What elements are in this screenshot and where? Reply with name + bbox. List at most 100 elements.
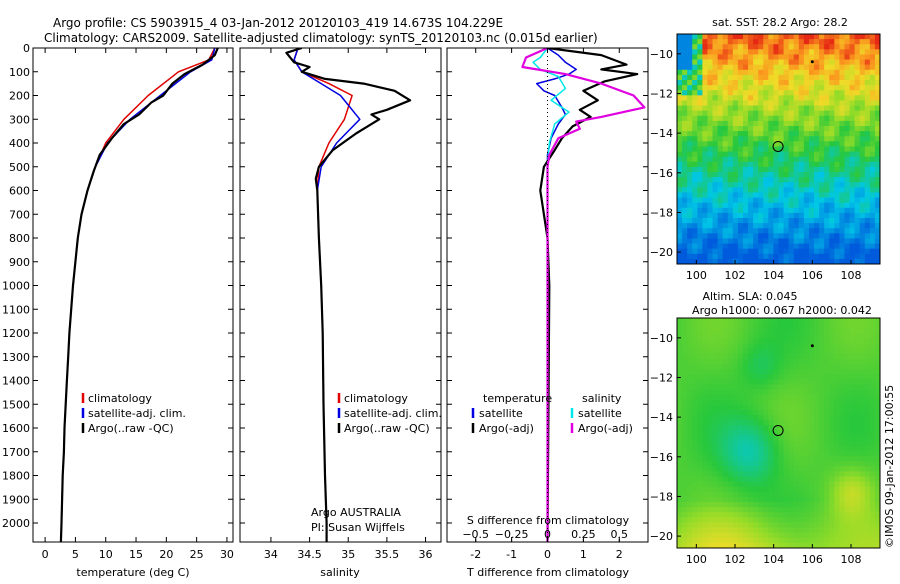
m1-cell (763, 223, 769, 229)
m2-cell (859, 537, 866, 544)
m2-cell (753, 512, 759, 518)
m1-cell (783, 105, 790, 112)
m2-cell (808, 532, 815, 539)
m1-cell (682, 207, 688, 214)
m2-cell (697, 496, 703, 503)
p3-series-s-satellite (532, 48, 570, 542)
m1-cell (687, 146, 693, 152)
m1-cell (819, 146, 825, 152)
m2-cell (763, 542, 769, 548)
m1-cell (839, 49, 845, 55)
m1-cell (829, 233, 835, 239)
m1-cell (742, 95, 749, 101)
m2-cell (763, 461, 769, 467)
m1-cell (859, 105, 866, 112)
m2-cell (864, 425, 871, 431)
m2-cell (808, 435, 815, 442)
m2-cell (834, 486, 840, 493)
m1-cell (808, 110, 815, 117)
m2-cell (692, 374, 698, 380)
m1-cell (682, 248, 688, 255)
m2-cell (814, 338, 820, 344)
m2-cell (783, 445, 790, 452)
m2-cell (717, 358, 724, 365)
m2-cell (829, 481, 835, 488)
m1-cell (727, 223, 734, 229)
m1-cell (712, 59, 718, 66)
m1-cell (864, 131, 871, 137)
p3-top-tick-label: 0.5 (611, 528, 629, 541)
m2-cell (758, 517, 764, 523)
m1-cell (742, 64, 749, 71)
m1-cell (783, 243, 790, 250)
m2-cell (844, 450, 850, 457)
m2-cell (814, 420, 820, 426)
m2-cell (814, 404, 820, 411)
m1-cell (844, 218, 850, 224)
m1-cell (829, 212, 835, 219)
m2-cell (798, 328, 805, 334)
m2-cell (874, 435, 880, 442)
m2-cell (768, 343, 774, 350)
m2-cell (808, 415, 815, 421)
m1-cell (748, 243, 754, 250)
m2-cell (702, 471, 708, 477)
m2-cell (682, 450, 688, 457)
m2-cell (687, 491, 693, 498)
m1-cell (814, 253, 820, 260)
m2-cell (778, 369, 784, 375)
m2-cell (808, 440, 815, 447)
m1-cell (758, 253, 764, 260)
m2-cell (773, 445, 779, 452)
m1-cell (773, 253, 779, 260)
m2-cell (768, 502, 774, 508)
m1-cell (854, 131, 861, 137)
m1-cell (707, 202, 713, 209)
m1-cell (712, 248, 718, 255)
m1-cell (712, 258, 718, 264)
m2-cell (803, 527, 810, 534)
m2-cell (824, 328, 830, 334)
m1-cell (839, 54, 845, 60)
m2-cell (854, 512, 861, 518)
m1-cell (712, 182, 718, 188)
m1-cell (748, 248, 754, 255)
m2-cell (773, 486, 779, 493)
m2-cell (854, 517, 861, 523)
m2-cell (727, 399, 734, 406)
m1-cell (778, 156, 784, 163)
m2-cell (814, 425, 820, 431)
p1-ytick-label: 1300 (2, 351, 30, 364)
m2-cell (727, 512, 734, 518)
m2-cell (732, 323, 739, 329)
m2-cell (798, 420, 805, 426)
m2-cell (803, 348, 810, 355)
m1-cell (808, 248, 815, 255)
m1-cell (773, 136, 779, 142)
m2-cell (692, 369, 698, 375)
m2-cell (773, 389, 779, 396)
m2-cell (717, 328, 724, 334)
m1-cell (788, 258, 795, 264)
m2-cell (758, 369, 764, 375)
m1-cell (819, 156, 825, 163)
m1-cell (722, 202, 729, 209)
m1-cell (697, 105, 703, 112)
m1-cell (758, 74, 764, 81)
m1-cell (692, 59, 698, 66)
m1-cell (803, 243, 810, 250)
m1-cell (697, 151, 703, 158)
m1-cell (763, 126, 769, 132)
m1-cell (742, 156, 749, 163)
m2-cell (677, 430, 683, 436)
m1-cell (829, 136, 835, 142)
m2-cell (707, 343, 713, 350)
m2-cell (869, 450, 876, 457)
m2-cell (732, 410, 739, 416)
m1-cell (798, 120, 805, 127)
m2-cell (702, 450, 708, 457)
m1-cell (849, 218, 856, 224)
m2-cell (814, 394, 820, 401)
m1-cell (793, 100, 800, 106)
m1-cell (707, 197, 713, 204)
